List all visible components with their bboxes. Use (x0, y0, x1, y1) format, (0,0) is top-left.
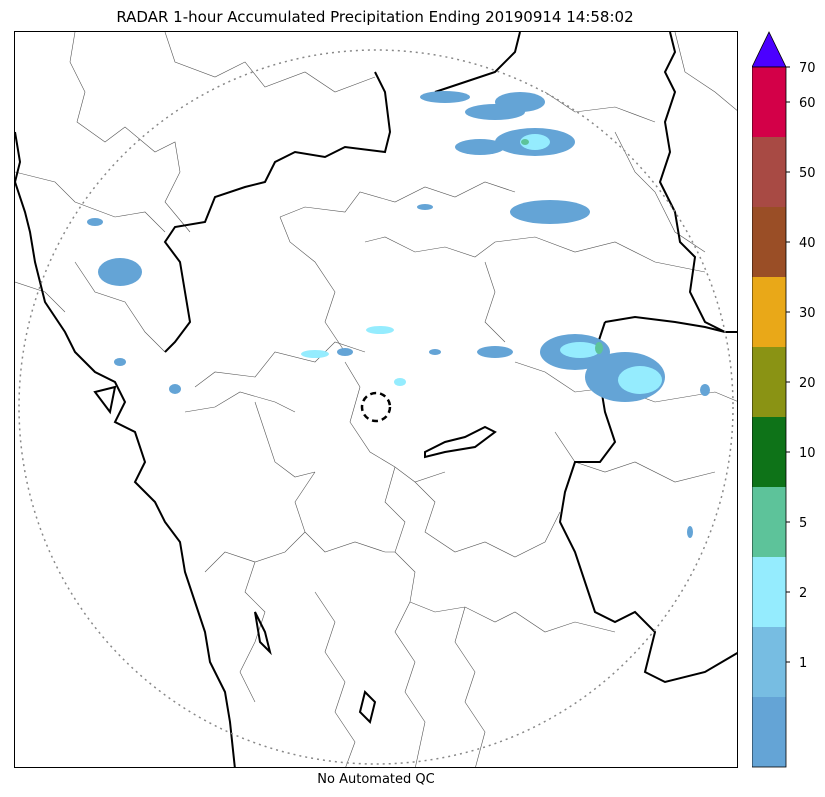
colorbar-tick-label: 5 (799, 516, 807, 531)
radar-site-marker (360, 391, 392, 423)
colorbar-segment (752, 347, 786, 417)
colorbar-top-label: 70 (799, 61, 816, 76)
precip-echo (455, 139, 505, 155)
colorbar-segment (752, 627, 786, 697)
colorbar-segment (752, 137, 786, 207)
colorbar-segment (752, 67, 786, 137)
colorbar-tick-label: 1 (799, 656, 807, 671)
colorbar-segment (752, 557, 786, 627)
precip-echo (700, 384, 710, 396)
radar-map-canvas (15, 32, 737, 767)
map-title: RADAR 1-hour Accumulated Precipitation E… (116, 8, 634, 26)
precip-echo (429, 349, 441, 355)
precip-echo (510, 200, 590, 224)
state-boundaries (15, 32, 737, 767)
colorbar-tick-label: 40 (799, 236, 816, 251)
precip-colorbar: 1 2 5 10 20 30 40 50 60 70 (752, 31, 816, 768)
colorbar-tick-label: 50 (799, 166, 816, 181)
colorbar-tick-label: 10 (799, 446, 816, 461)
colorbar-overflow-arrow (752, 31, 787, 68)
precip-echo (618, 366, 662, 394)
precip-echo (595, 342, 603, 354)
precip-echo (98, 258, 142, 286)
radar-range-ring (18, 49, 734, 765)
precip-echo (366, 326, 394, 334)
qc-note: No Automated QC (317, 772, 435, 787)
precip-echo (495, 92, 545, 112)
precip-echo (337, 348, 353, 356)
colorbar-segment (752, 277, 786, 347)
precip-echo (417, 204, 433, 210)
district-boundaries (15, 32, 737, 767)
colorbar-tick-label: 60 (799, 96, 816, 111)
colorbar-segment (752, 207, 786, 277)
radar-map[interactable] (14, 31, 738, 768)
colorbar-segment (752, 487, 786, 557)
precip-echo (520, 134, 550, 150)
precip-echo (169, 384, 181, 394)
precip-echo (560, 342, 600, 358)
precip-echo (301, 350, 329, 358)
precip-echo (687, 526, 693, 538)
precip-echo (477, 346, 513, 358)
colorbar-segment (752, 417, 786, 487)
precip-echo (114, 358, 126, 366)
colorbar-tick-label: 30 (799, 306, 816, 321)
colorbar-frame (752, 66, 787, 768)
colorbar-tick-label: 2 (799, 586, 807, 601)
precip-echo (87, 218, 103, 226)
precip-echo (394, 378, 406, 386)
precipitation-echoes (87, 91, 710, 538)
colorbar-segment (752, 697, 786, 767)
precip-echo (420, 91, 470, 103)
colorbar-tick-label: 20 (799, 376, 816, 391)
precip-echo (521, 139, 529, 145)
